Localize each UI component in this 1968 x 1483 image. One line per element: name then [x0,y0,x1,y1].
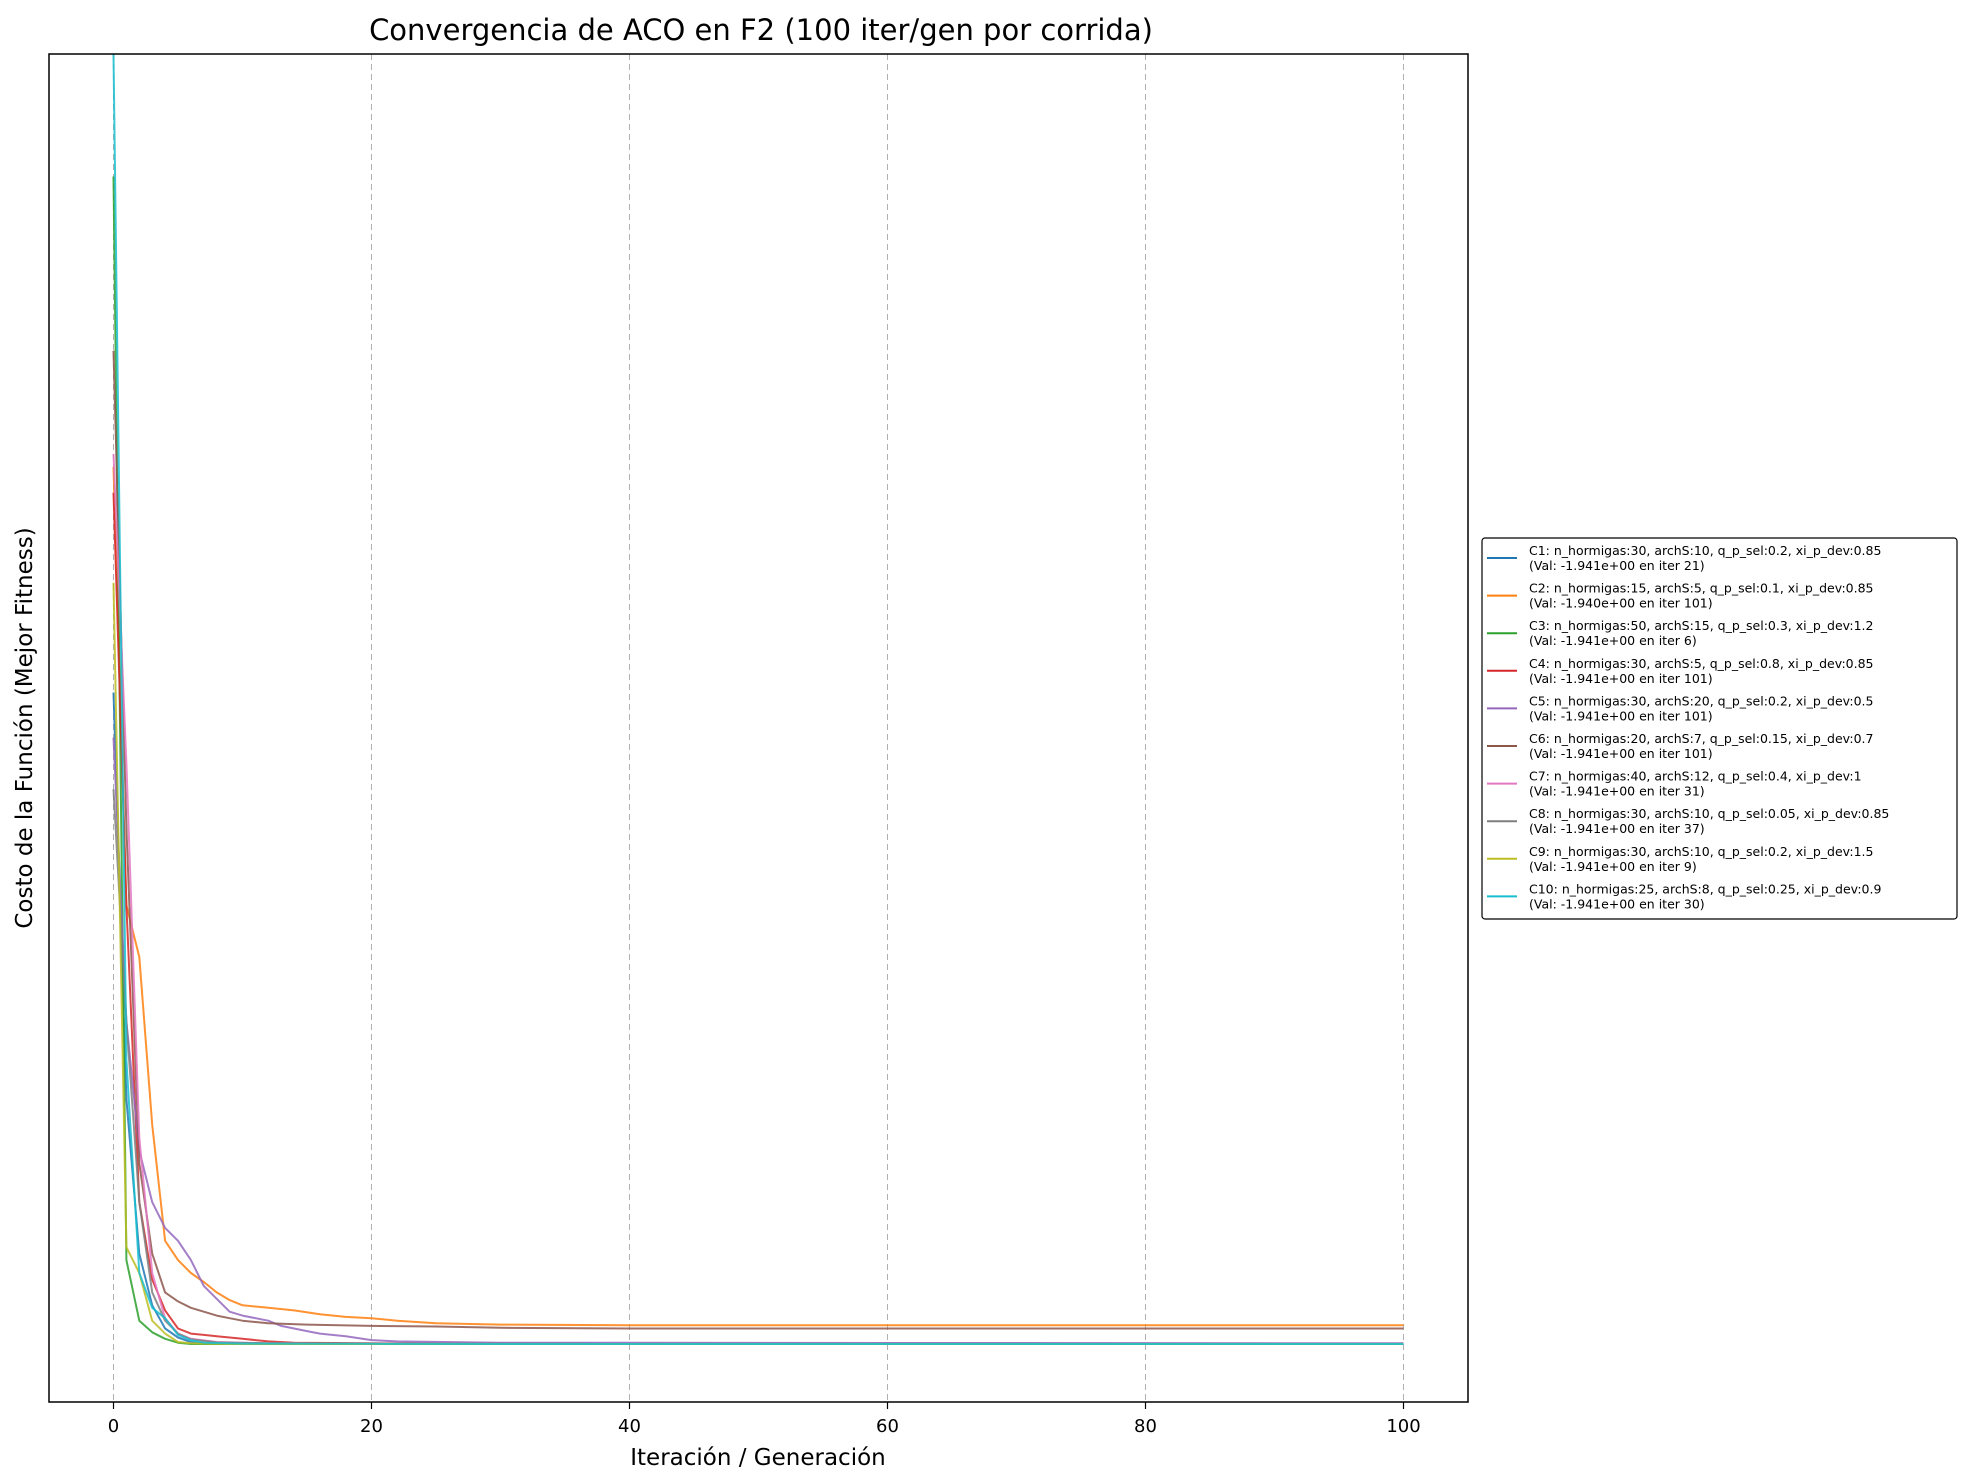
x-tick-label: 0 [108,1416,119,1437]
legend-label-c7: C7: n_hormigas:40, archS:12, q_p_sel:0.4… [1529,769,1862,784]
legend-note-c1: (Val: -1.941e+00 en iter 21) [1529,558,1705,573]
legend-label-c9: C9: n_hormigas:30, archS:10, q_p_sel:0.2… [1529,844,1873,859]
legend-note-c8: (Val: -1.941e+00 en iter 37) [1529,821,1705,836]
series-line-c3 [112,176,1404,1345]
plot-area-frame [48,53,1469,1403]
legend-note-c10: (Val: -1.941e+00 en iter 30) [1529,896,1705,911]
legend-note-c2: (Val: -1.940e+00 en iter 101) [1529,596,1713,611]
legend-label-c3: C3: n_hormigas:50, archS:15, q_p_sel:0.3… [1529,618,1873,633]
series-line-c1 [112,692,1404,1345]
series-lines [112,53,1404,1345]
legend: C1: n_hormigas:30, archS:10, q_p_sel:0.2… [1481,537,1958,920]
y-axis-label: Costo de la Función (Mejor Fitness) [12,527,38,928]
x-tick-label: 40 [618,1416,641,1437]
series-line-c4 [112,492,1404,1345]
legend-note-c5: (Val: -1.941e+00 en iter 101) [1529,708,1713,723]
series-line-c10 [112,53,1404,1345]
series-line-c6 [112,350,1404,1330]
legend-label-c5: C5: n_hormigas:30, archS:20, q_p_sel:0.2… [1529,693,1873,708]
legend-note-c9: (Val: -1.941e+00 en iter 9) [1529,859,1697,874]
legend-note-c4: (Val: -1.941e+00 en iter 101) [1529,671,1713,686]
legend-label-c10: C10: n_hormigas:25, archS:8, q_p_sel:0.2… [1529,881,1881,896]
x-tick-label: 60 [876,1416,899,1437]
legend-label-c6: C6: n_hormigas:20, archS:7, q_p_sel:0.15… [1529,731,1873,746]
x-tick-label: 100 [1386,1416,1420,1437]
legend-label-c1: C1: n_hormigas:30, archS:10, q_p_sel:0.2… [1529,543,1881,558]
x-tick-label: 80 [1134,1416,1157,1437]
legend-box [1481,537,1958,920]
x-axis-label: Iteración / Generación [630,1445,886,1471]
chart-title: Convergencia de ACO en F2 (100 iter/gen … [369,13,1153,47]
grid-lines [113,54,1404,1402]
legend-note-c7: (Val: -1.941e+00 en iter 31) [1529,784,1705,799]
series-line-c7 [112,453,1404,1345]
legend-label-c2: C2: n_hormigas:15, archS:5, q_p_sel:0.1,… [1529,581,1873,596]
legend-label-c4: C4: n_hormigas:30, archS:5, q_p_sel:0.8,… [1529,656,1873,671]
series-line-c9 [112,582,1404,1345]
series-line-c2 [112,466,1404,1327]
series-line-c8 [112,789,1404,1345]
legend-label-c8: C8: n_hormigas:30, archS:10, q_p_sel:0.0… [1529,806,1889,821]
legend-note-c3: (Val: -1.941e+00 en iter 6) [1529,633,1697,648]
series-line-c5 [112,737,1404,1345]
legend-note-c6: (Val: -1.941e+00 en iter 101) [1529,746,1713,761]
x-axis-ticks: 0 20 40 60 80 100 [108,1402,1421,1437]
x-tick-label: 20 [360,1416,383,1437]
